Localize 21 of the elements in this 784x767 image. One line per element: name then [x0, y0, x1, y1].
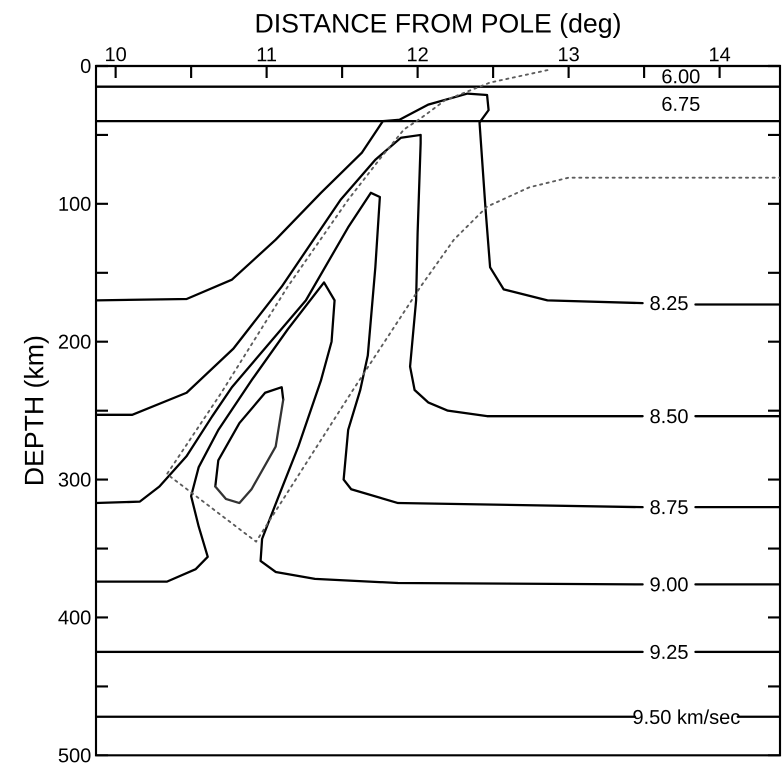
series-label: 8.75: [650, 500, 688, 514]
annotation: 6.75: [662, 96, 700, 111]
series-label: 9.00: [650, 577, 688, 592]
series-label: 8.50: [650, 408, 688, 424]
x-axis-title: DISTANCE FROM POLE (deg): [256, 12, 620, 38]
x-tick-label: 12: [408, 47, 428, 62]
annotation: 6.00: [662, 69, 700, 84]
y-tick-label: 400: [58, 610, 90, 624]
series-label: 9.50 km/sec: [633, 709, 740, 724]
x-tick-label: 14: [710, 47, 730, 62]
y-tick-label: 0: [80, 58, 90, 73]
x-tick-label: 13: [559, 46, 579, 62]
series-label: 8.25: [650, 296, 688, 310]
y-tick-label: 100: [59, 196, 90, 211]
y-tick-label: 500: [58, 748, 90, 762]
y-tick-label: 300: [58, 472, 90, 487]
y-axis-title: DEPTH (km): [24, 336, 49, 484]
y-tick-label: 200: [58, 334, 90, 349]
x-tick-label: 10: [106, 46, 126, 62]
series-label: 9.25: [650, 644, 688, 659]
x-tick-label: 11: [258, 47, 276, 62]
